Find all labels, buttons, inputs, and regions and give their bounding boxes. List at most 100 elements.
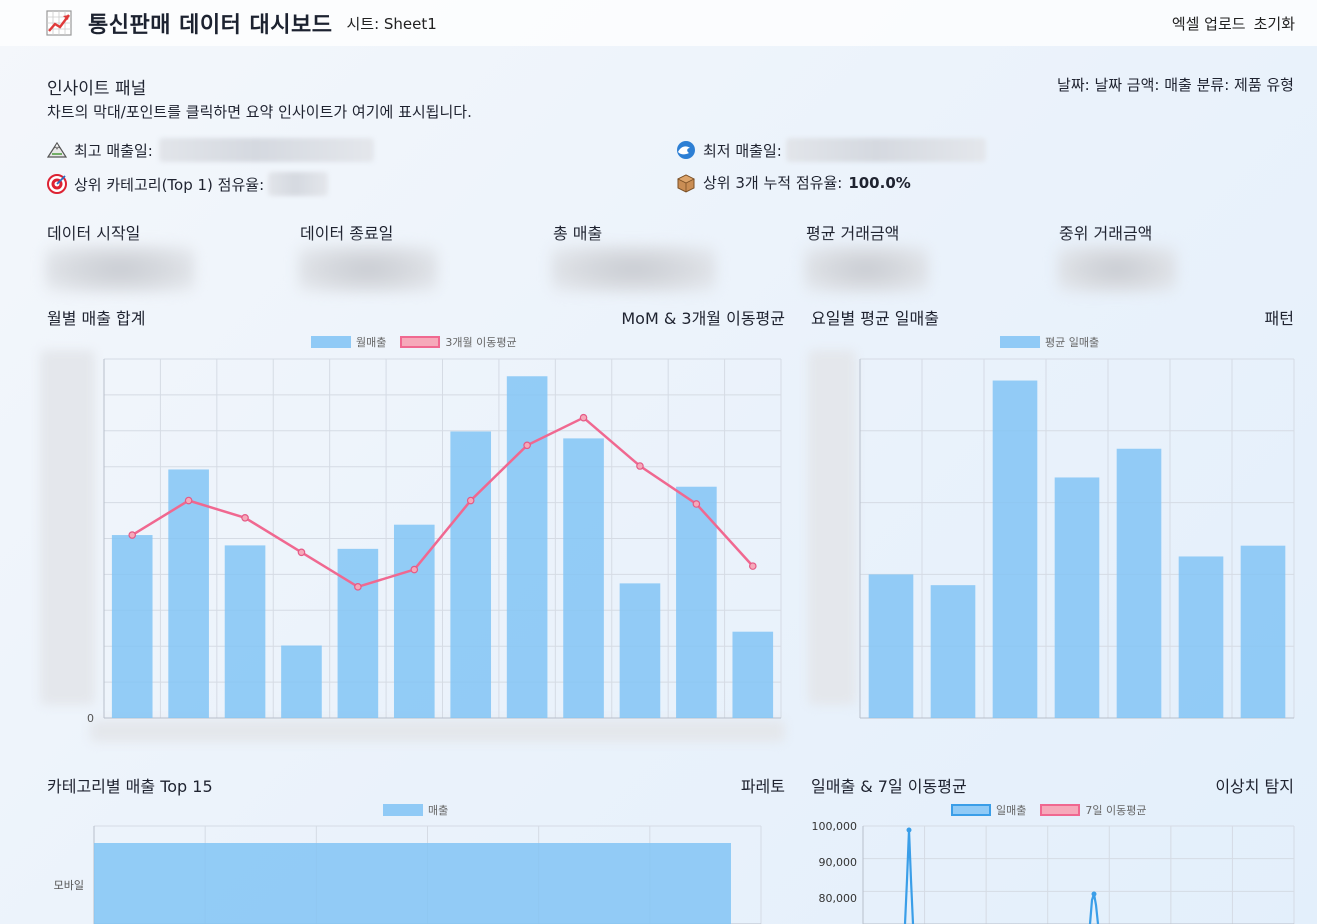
- insight-min-day-redacted: [785, 138, 986, 162]
- monthly-bar: [281, 645, 322, 718]
- monthly-x-axis-redacted: [90, 720, 785, 742]
- kpi-avg-transaction-label: 평균 거래금액: [806, 224, 900, 243]
- moving-average-point: [241, 513, 249, 522]
- moving-average-point: [748, 562, 757, 570]
- legend-swatch-line: [1040, 804, 1081, 816]
- moving-average-point: [692, 500, 701, 508]
- monthly-sales-title: 월별 매출 합계: [47, 309, 146, 328]
- daily-y-tick-label: 90,000: [819, 856, 858, 869]
- daily-legend: 일매출 7일 이동평균: [951, 802, 1146, 818]
- legend-label: 매출: [428, 804, 449, 817]
- legend-item-avg-daily-sales[interactable]: 평균 일매출: [1000, 334, 1099, 350]
- kpi-avg-transaction-value: [804, 245, 929, 293]
- insight-top3-share-value: 100.0%: [848, 173, 911, 192]
- legend-swatch-bar: [951, 804, 991, 816]
- legend-item-7day-average[interactable]: 7일 이동평균: [1040, 802, 1146, 818]
- insight-min-day-label: 최저 매출일:: [703, 141, 782, 160]
- moving-average-point: [354, 583, 362, 591]
- legend-item-sales[interactable]: 매출: [383, 802, 448, 818]
- monthly-bar: [224, 545, 266, 718]
- monthly-bar: [111, 535, 153, 718]
- legend-swatch-bar: [383, 804, 423, 816]
- upload-excel-button[interactable]: 엑셀 업로드: [1171, 14, 1246, 33]
- kpi-median-transaction-label: 중위 거래금액: [1059, 224, 1153, 243]
- monthly-bar: [337, 548, 379, 718]
- category-y-tick-label: 모바일: [54, 878, 84, 892]
- weekday-bar: [992, 380, 1038, 718]
- kpi-start-date-label: 데이터 시작일: [47, 224, 141, 243]
- daily-y-tick-label: 100,000: [812, 820, 858, 833]
- daily-y-tick-label: 80,000: [819, 892, 858, 905]
- insight-top1-share: 상위 카테고리(Top 1) 점유율:: [47, 172, 329, 196]
- insight-max-day-label: 최고 매출일:: [74, 141, 153, 160]
- category-bar: [94, 843, 731, 924]
- top-bar: 통신판매 데이터 대시보드 시트: Sheet1 엑셀 업로드 초기화: [0, 0, 1317, 46]
- moving-average-point: [297, 548, 306, 557]
- daily-grid: [862, 825, 1295, 924]
- app-title: 통신판매 데이터 대시보드: [88, 13, 333, 38]
- monthly-bar: [393, 524, 435, 718]
- moving-average-point: [466, 496, 475, 505]
- monthly-bar: [563, 438, 604, 718]
- legend-label: 일매출: [996, 804, 1027, 817]
- monthly-y-tick-label: 0: [87, 712, 94, 725]
- daily-sales-spike: [1088, 893, 1100, 924]
- chart-increasing-icon: [46, 10, 72, 36]
- insight-top3-share: 상위 3개 누적 점유율: 100.0%: [676, 172, 911, 193]
- moving-average-point: [523, 441, 531, 450]
- legend-label: 3개월 이동평균: [445, 336, 517, 349]
- moving-average-point: [128, 531, 137, 539]
- daily-sales-title: 일매출 & 7일 이동평균: [811, 777, 967, 796]
- weekday-legend: 평균 일매출: [1000, 334, 1099, 350]
- mountain-icon: [47, 141, 67, 158]
- legend-label: 7일 이동평균: [1085, 804, 1147, 817]
- field-mapping: 날짜: 날짜 금액: 매출 분류: 제품 유형: [1057, 76, 1294, 94]
- moving-average-point: [636, 462, 644, 470]
- insight-panel-description: 차트의 막대/포인트를 클릭하면 요약 인사이트가 여기에 표시됩니다.: [47, 103, 472, 121]
- insight-min-day: 최저 매출일:: [676, 138, 986, 162]
- moving-average-line: [131, 416, 754, 589]
- legend-label: 평균 일매출: [1045, 336, 1100, 349]
- weekday-bar: [1178, 556, 1224, 718]
- daily-sales-spike: [903, 829, 915, 924]
- monthly-legend: 월매출 3개월 이동평균: [311, 334, 517, 350]
- legend-item-daily-sales[interactable]: 일매출: [951, 802, 1026, 818]
- legend-item-monthly-sales[interactable]: 월매출: [311, 334, 386, 350]
- daily-sales-point: [1091, 891, 1097, 897]
- daily-sales-point: [906, 827, 912, 833]
- kpi-total-sales-value: [551, 245, 716, 293]
- insight-max-day-redacted: [158, 138, 374, 162]
- monthly-bar: [619, 583, 661, 718]
- target-icon: [47, 174, 67, 194]
- legend-label: 월매출: [356, 336, 387, 349]
- top-actions: 엑셀 업로드 초기화: [1172, 13, 1295, 34]
- monthly-bar: [506, 376, 548, 718]
- legend-item-moving-average[interactable]: 3개월 이동평균: [400, 334, 517, 350]
- monthly-y-axis-redacted: [40, 350, 95, 705]
- moving-average-point: [184, 496, 193, 505]
- weekday-sales-subtitle: 패턴: [1264, 309, 1294, 328]
- monthly-bar: [450, 431, 492, 718]
- monthly-sales-subtitle: MoM & 3개월 이동평균: [621, 309, 785, 328]
- category-sales-subtitle: 파레토: [740, 777, 785, 796]
- weekday-y-axis-redacted: [808, 350, 856, 705]
- legend-swatch-bar: [311, 336, 351, 348]
- insight-panel-title: 인사이트 패널: [47, 79, 147, 99]
- insight-max-day: 최고 매출일:: [47, 138, 374, 162]
- kpi-end-date-value: [298, 245, 438, 293]
- reset-button[interactable]: 초기화: [1253, 14, 1295, 33]
- insight-top1-share-label: 상위 카테고리(Top 1) 점유율:: [74, 175, 265, 194]
- weekday-bar: [1240, 545, 1286, 718]
- monthly-grid: [103, 358, 782, 719]
- sheet-label: 시트: Sheet1: [346, 14, 437, 33]
- kpi-start-date-value: [45, 245, 195, 293]
- kpi-end-date-label: 데이터 종료일: [300, 224, 394, 243]
- weekday-bar: [930, 585, 976, 718]
- wave-icon: [677, 141, 695, 159]
- weekday-bar: [868, 574, 914, 718]
- daily-sales-subtitle: 이상치 탐지: [1215, 777, 1294, 796]
- legend-swatch-line: [400, 336, 441, 348]
- category-sales-title: 카테고리별 매출 Top 15: [47, 777, 213, 796]
- insight-top3-share-label: 상위 3개 누적 점유율:: [703, 174, 843, 192]
